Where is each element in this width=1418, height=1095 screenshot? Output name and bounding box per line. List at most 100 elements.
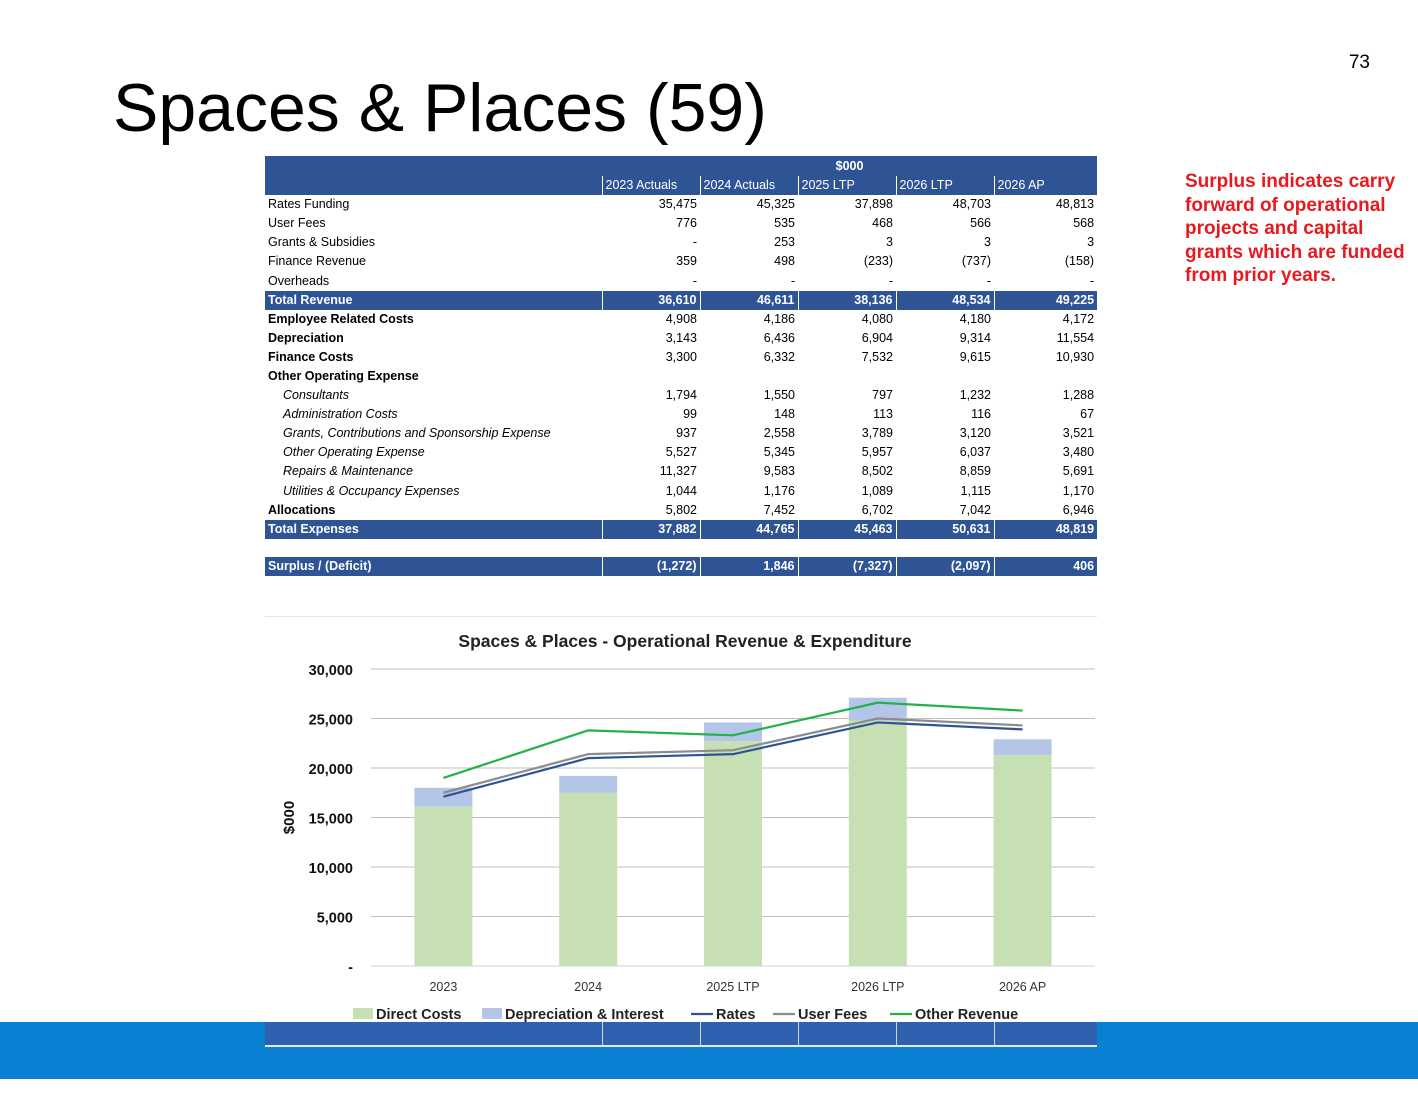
table-cell: -: [790, 273, 795, 288]
table-total-row: Surplus / (Deficit) (1,272) 1,846 (7,327) (2…: [265, 556, 1098, 576]
y-tick-label: -: [348, 960, 353, 976]
table-column-header: 2024 Actuals: [699, 176, 798, 196]
table-cell: 1,089: [861, 483, 893, 498]
table-cell: 99: [683, 407, 697, 422]
table-cell: 1,176: [763, 483, 795, 498]
table-cell: 48,813: [1055, 197, 1095, 212]
table-cell: 1,846: [699, 556, 798, 576]
table-cell: 3,143: [665, 330, 697, 345]
row-label: Allocations: [268, 502, 336, 517]
table-cell: 1,115: [960, 483, 991, 498]
table-row: Other Operating Expense: [265, 367, 1097, 386]
table-row: Employee Related Costs 4,908 4,186 4,080 4,1…: [265, 310, 1097, 329]
table-cell: 3,120: [959, 426, 991, 441]
bar-direct-costs: [848, 720, 907, 966]
row-label: Consultants: [283, 388, 350, 403]
table-cell: [994, 367, 1097, 386]
y-tick-label: 20,000: [309, 762, 353, 778]
financial-table: $000 2023 Actuals 2024 Actuals 2025 LTP 202…: [265, 156, 1098, 576]
table-row: Rates Funding 35,475 45,325 37,898 48,703 48,…: [265, 195, 1097, 214]
table-cell: [798, 539, 896, 557]
table-cell: 148: [774, 407, 795, 422]
table-cell: -: [692, 273, 697, 288]
table-cell: 5,527: [665, 445, 697, 460]
table-total-row: Total Expenses 37,882 44,765 45,463 50,631 48…: [265, 519, 1098, 539]
row-label: Total Expenses: [265, 519, 602, 539]
table-cell: 10,930: [1055, 349, 1095, 364]
table-cell: 776: [676, 216, 697, 231]
y-tick-label: 30,000: [309, 663, 353, 679]
table-cell: 2,558: [763, 426, 795, 441]
table-cell: 116: [971, 407, 991, 422]
y-tick-label: 10,000: [309, 861, 353, 877]
table-cell: 7,532: [861, 349, 893, 364]
table-cell: 4,172: [1062, 311, 1095, 326]
table-cell: (233): [863, 254, 893, 269]
table-cell: 1,288: [1062, 388, 1095, 403]
bar-direct-costs: [414, 806, 473, 966]
table-cell: 48,819: [993, 519, 1098, 539]
table-cell: 4,180: [959, 311, 991, 326]
table-row: User Fees 776 535 468 566 568: [265, 214, 1097, 233]
table-column-header: 2025 LTP: [797, 176, 896, 196]
footer-table-strip: [265, 1022, 1097, 1047]
table-cell: 568: [1073, 216, 1095, 231]
strip-divider: [700, 1022, 701, 1047]
legend-swatch: [482, 1008, 502, 1019]
table-column-header-row: 2023 Actuals 2024 Actuals 2025 LTP 2026 LTP…: [265, 176, 1098, 196]
legend-label: Other Revenue: [915, 1007, 1018, 1023]
legend-swatch: [353, 1008, 373, 1019]
table-cell: -: [692, 235, 697, 250]
table-cell: [896, 367, 994, 386]
bar-depreciation-interest: [993, 739, 1052, 756]
table-cell: 3: [1087, 235, 1095, 250]
surplus-note: Surplus indicates carry forward of opera…: [1185, 171, 1405, 287]
table-cell: 48,534: [895, 290, 994, 310]
bar-depreciation-interest: [559, 775, 618, 793]
table-cell: 3,789: [861, 426, 893, 441]
row-label: Administration Costs: [283, 407, 398, 422]
table-cell: 36,610: [601, 290, 700, 310]
table-cell: 9,314: [959, 330, 991, 345]
table-row: Depreciation 3,143 6,436 6,904 9,314 11,554: [265, 329, 1097, 348]
table-cell: 11,327: [659, 464, 697, 479]
table-cell: 6,436: [763, 330, 795, 345]
table-cell: 7,452: [763, 502, 795, 517]
chart-title: Spaces & Places - Operational Revenue & …: [458, 631, 911, 651]
table-cell: 1,170: [1062, 483, 1095, 498]
table-cell: 6,904: [861, 330, 893, 345]
y-tick-label: 5,000: [317, 911, 353, 927]
table-cell: 35,475: [658, 197, 697, 212]
table-cell: 4,186: [763, 311, 795, 326]
table-label-header: [265, 176, 602, 196]
table-cell: 45,463: [797, 519, 896, 539]
revenue-expenditure-chart: Spaces & Places - Operational Revenue & …: [281, 631, 1095, 1023]
table-cell: [994, 539, 1097, 557]
chart-container: Spaces & Places - Operational Revenue & …: [265, 616, 1097, 1023]
table-cell: 1,044: [665, 483, 697, 498]
table-cell: 6,037: [959, 445, 991, 460]
table-row: Utilities & Occupancy Expenses 1,044 1,176…: [265, 482, 1097, 501]
row-label: Rates Funding: [268, 197, 350, 212]
table-cell: 37,898: [854, 197, 893, 212]
table-cell: 50,631: [895, 519, 994, 539]
table-cell: 3,521: [1062, 426, 1095, 441]
table-cell: 46,611: [699, 290, 798, 310]
table-cell: 5,691: [1062, 464, 1095, 479]
table-cell: 5,802: [665, 502, 697, 517]
table-cell: 1,794: [665, 388, 697, 403]
x-tick-label: 2025 LTP: [706, 980, 759, 994]
row-label: Grants & Subsidies: [268, 235, 375, 250]
line-other-revenue: [443, 701, 1023, 779]
table-row: Finance Revenue 359 498 (233) (737) (158): [265, 252, 1097, 271]
table-cell: (158): [1064, 254, 1095, 269]
bar-direct-costs: [559, 792, 618, 966]
bar-depreciation-interest: [848, 697, 907, 721]
table-cell: (737): [961, 254, 991, 269]
row-label: Utilities & Occupancy Expenses: [283, 483, 460, 498]
table-cell: 5,345: [763, 445, 795, 460]
table-cell: 38,136: [797, 290, 896, 310]
table-cell: [896, 539, 994, 557]
table-cell: 8,859: [959, 464, 991, 479]
table-row: Allocations 5,802 7,452 6,702 7,042 6,946: [265, 501, 1097, 520]
